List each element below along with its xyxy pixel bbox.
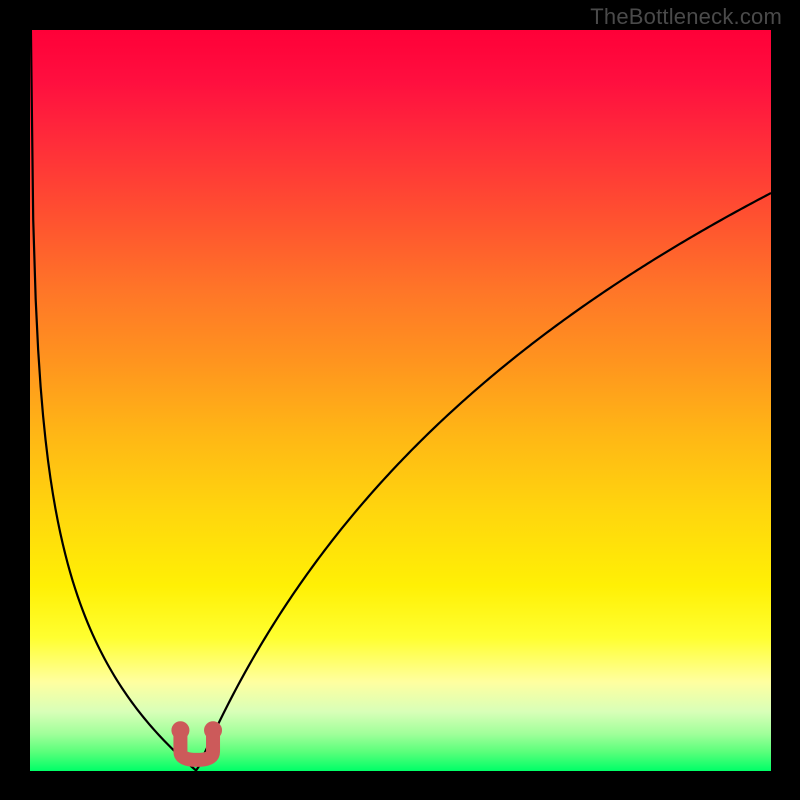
plot-gradient-background bbox=[30, 30, 771, 771]
chart-container: TheBottleneck.com bbox=[0, 0, 800, 800]
watermark-text: TheBottleneck.com bbox=[590, 4, 782, 30]
gradient-rect bbox=[30, 30, 771, 771]
gradient-svg bbox=[30, 30, 771, 771]
